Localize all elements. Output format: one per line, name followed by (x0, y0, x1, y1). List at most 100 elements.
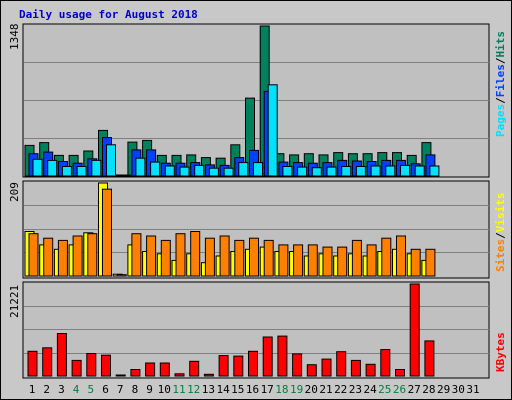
legend-files: Files (494, 64, 507, 97)
bar-pages-day-7 (120, 174, 131, 177)
bar-sites-day-13 (204, 237, 215, 277)
bar-pages-day-13 (208, 167, 219, 177)
bar-sites-day-7 (116, 274, 127, 277)
bar-sites-day-17 (263, 239, 274, 277)
legend-sites: Sites (494, 239, 507, 272)
bar-pages-day-23 (355, 166, 366, 177)
bar-pages-day-8 (135, 157, 146, 177)
bar-kbytes-day-6 (101, 354, 111, 377)
bar-kbytes-day-25 (380, 349, 391, 377)
bar-sites-day-2 (43, 237, 54, 277)
bar-sites-day-21 (322, 246, 333, 277)
bar-pages-day-16 (253, 162, 263, 177)
bar-sites-day-18 (278, 244, 289, 277)
legend-pages: Pages (494, 104, 507, 137)
bar-pages-day-11 (179, 166, 190, 177)
bar-sites-day-19 (293, 244, 304, 277)
day-label: 22 (334, 383, 347, 396)
day-label: 3 (58, 383, 65, 396)
hits-max-label: 1348 (8, 24, 21, 51)
day-label: 16 (246, 383, 259, 396)
bar-sites-day-22 (337, 246, 348, 277)
bar-sites-day-1 (28, 233, 39, 277)
bar-sites-day-12 (190, 231, 201, 277)
bar-sites-day-10 (160, 239, 171, 277)
bar-kbytes-day-24 (365, 363, 376, 377)
bar-sites-day-9 (146, 235, 157, 277)
bar-pages-day-20 (311, 167, 322, 177)
day-label: 19 (290, 383, 303, 396)
bar-pages-day-25 (385, 165, 396, 177)
hits-panel-legend: Pages/Files/Hits (494, 31, 507, 137)
day-label: 25 (378, 383, 391, 396)
visits-panel-legend: Sites/Visits (494, 193, 507, 273)
bar-pages-day-14 (223, 167, 234, 177)
bar-sites-day-26 (396, 235, 406, 277)
bar-pages-day-17 (267, 84, 278, 177)
bar-sites-day-27 (410, 248, 421, 277)
bar-kbytes-day-28 (424, 340, 435, 377)
bar-sites-day-11 (175, 233, 186, 277)
bar-kbytes-day-17 (262, 336, 273, 377)
day-label: 8 (132, 383, 139, 396)
bar-kbytes-day-13 (203, 373, 214, 377)
bar-sites-day-23 (351, 239, 362, 277)
bar-kbytes-day-19 (292, 353, 303, 377)
bar-kbytes-day-1 (27, 350, 38, 377)
bar-kbytes-day-14 (218, 355, 229, 377)
day-label: 20 (305, 383, 318, 396)
day-label: 7 (117, 383, 124, 396)
bar-kbytes-day-3 (56, 333, 67, 377)
day-label: 5 (87, 383, 94, 396)
bar-kbytes-day-11 (174, 373, 185, 377)
bar-kbytes-day-9 (145, 362, 156, 377)
bar-pages-day-22 (341, 166, 352, 177)
day-label: 30 (452, 383, 465, 396)
bar-pages-day-2 (47, 159, 58, 177)
bar-pages-day-21 (326, 166, 337, 177)
bar-kbytes-day-8 (130, 369, 141, 377)
day-label: 31 (466, 383, 479, 396)
bar-pages-day-5 (91, 159, 102, 177)
bar-sites-day-3 (57, 239, 68, 277)
day-label: 21 (319, 383, 332, 396)
day-label: 11 (172, 383, 185, 396)
bar-pages-day-26 (400, 164, 410, 177)
day-label: 10 (158, 383, 171, 396)
bar-pages-day-15 (238, 162, 249, 177)
bar-sites-day-28 (425, 248, 436, 277)
legend-separator: / (494, 57, 507, 64)
bar-pages-day-3 (61, 166, 72, 177)
bar-kbytes-day-4 (71, 359, 82, 377)
bar-kbytes-day-18 (277, 335, 288, 377)
bar-sites-day-14 (219, 235, 230, 277)
bar-kbytes-day-15 (233, 355, 244, 377)
bar-sites-day-25 (381, 237, 392, 277)
visits-max-label: 209 (8, 182, 21, 202)
legend-separator: / (494, 97, 507, 104)
day-label: 15 (231, 383, 244, 396)
bar-pages-day-28 (429, 165, 440, 177)
bar-kbytes-day-23 (350, 359, 361, 377)
kbytes-max-label: 21221 (8, 285, 21, 318)
bar-sites-day-24 (366, 244, 377, 277)
chart-title: Daily usage for August 2018 (19, 8, 198, 21)
day-label: 13 (202, 383, 215, 396)
day-label: 23 (349, 383, 362, 396)
bar-kbytes-day-10 (159, 362, 170, 377)
bar-sites-day-16 (249, 237, 259, 277)
bar-pages-day-9 (150, 161, 161, 177)
bar-sites-day-8 (131, 233, 142, 277)
bar-kbytes-day-7 (115, 374, 126, 377)
bar-sites-day-6 (102, 188, 112, 277)
bar-pages-day-19 (297, 166, 308, 177)
day-label: 24 (363, 383, 377, 396)
bar-sites-day-4 (72, 235, 83, 277)
legend-visits: Visits (494, 193, 507, 233)
bar-kbytes-day-27 (409, 283, 420, 377)
kbytes-panel-legend: KBytes (494, 332, 507, 372)
bar-kbytes-day-5 (86, 353, 97, 377)
day-label: 2 (43, 383, 50, 396)
day-label: 18 (275, 383, 288, 396)
bar-pages-day-27 (414, 165, 425, 177)
